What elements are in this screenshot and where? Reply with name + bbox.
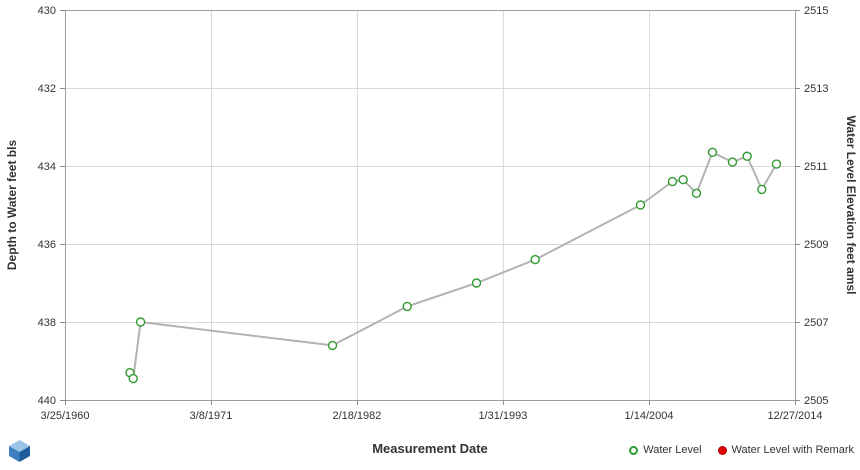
data-point-marker bbox=[635, 200, 646, 210]
data-point-marker bbox=[757, 184, 767, 195]
axis-ticks bbox=[60, 10, 800, 405]
data-point-marker bbox=[727, 157, 738, 167]
svg-text:3/8/1971: 3/8/1971 bbox=[190, 410, 233, 422]
svg-text:2/18/1982: 2/18/1982 bbox=[332, 410, 381, 422]
data-point-marker bbox=[771, 159, 782, 169]
legend-item-water-level-remark: Water Level with Remark bbox=[717, 444, 854, 456]
legend: Water Level Water Level with Remark bbox=[629, 444, 854, 456]
water-level-remark-marker-icon bbox=[717, 445, 727, 455]
data-point-marker bbox=[471, 278, 482, 288]
svg-text:438: 438 bbox=[38, 317, 56, 329]
legend-item-water-level: Water Level bbox=[629, 444, 702, 456]
svg-text:2515: 2515 bbox=[804, 5, 828, 17]
plot-area bbox=[65, 10, 795, 400]
plot-border bbox=[65, 10, 796, 401]
water-level-marker-icon bbox=[629, 445, 639, 455]
x-axis-title: Measurement Date bbox=[372, 441, 488, 456]
svg-text:2507: 2507 bbox=[804, 317, 828, 329]
left-axis-title: Depth to Water feet bls bbox=[5, 140, 19, 271]
svg-text:436: 436 bbox=[38, 239, 56, 251]
svg-text:3/25/1960: 3/25/1960 bbox=[41, 410, 90, 422]
series-markers bbox=[125, 147, 782, 384]
data-point-marker bbox=[691, 188, 702, 199]
svg-text:1/31/1993: 1/31/1993 bbox=[478, 410, 527, 422]
svg-text:2505: 2505 bbox=[804, 395, 828, 407]
data-point-marker bbox=[135, 317, 146, 327]
right-axis-title: Water Level Elevation feet amsl bbox=[844, 116, 858, 295]
legend-label-water-level-remark: Water Level with Remark bbox=[731, 444, 854, 456]
svg-text:432: 432 bbox=[38, 83, 56, 95]
svg-text:2509: 2509 bbox=[804, 239, 828, 251]
data-point-marker bbox=[402, 301, 412, 312]
series-line bbox=[128, 151, 778, 380]
data-point-marker bbox=[128, 373, 138, 384]
svg-text:12/27/2014: 12/27/2014 bbox=[767, 410, 822, 422]
svg-text:434: 434 bbox=[38, 161, 56, 173]
data-point-marker bbox=[742, 151, 752, 161]
data-point-marker bbox=[678, 174, 688, 185]
svg-text:1/14/2004: 1/14/2004 bbox=[625, 410, 674, 422]
svg-text:2511: 2511 bbox=[804, 161, 828, 173]
data-point-marker bbox=[707, 147, 718, 158]
data-point-marker bbox=[530, 254, 540, 265]
data-point-marker bbox=[667, 176, 678, 187]
axis-tick-labels: 430 2515 432 2513 434 2511 436 2509 438 2507 440 25… bbox=[38, 5, 829, 422]
svg-text:430: 430 bbox=[38, 5, 56, 17]
svg-text:2513: 2513 bbox=[804, 83, 828, 95]
brand-logo-icon bbox=[9, 440, 30, 462]
svg-text:440: 440 bbox=[38, 395, 56, 407]
data-point-marker bbox=[327, 340, 338, 351]
legend-label-water-level: Water Level bbox=[643, 444, 702, 456]
